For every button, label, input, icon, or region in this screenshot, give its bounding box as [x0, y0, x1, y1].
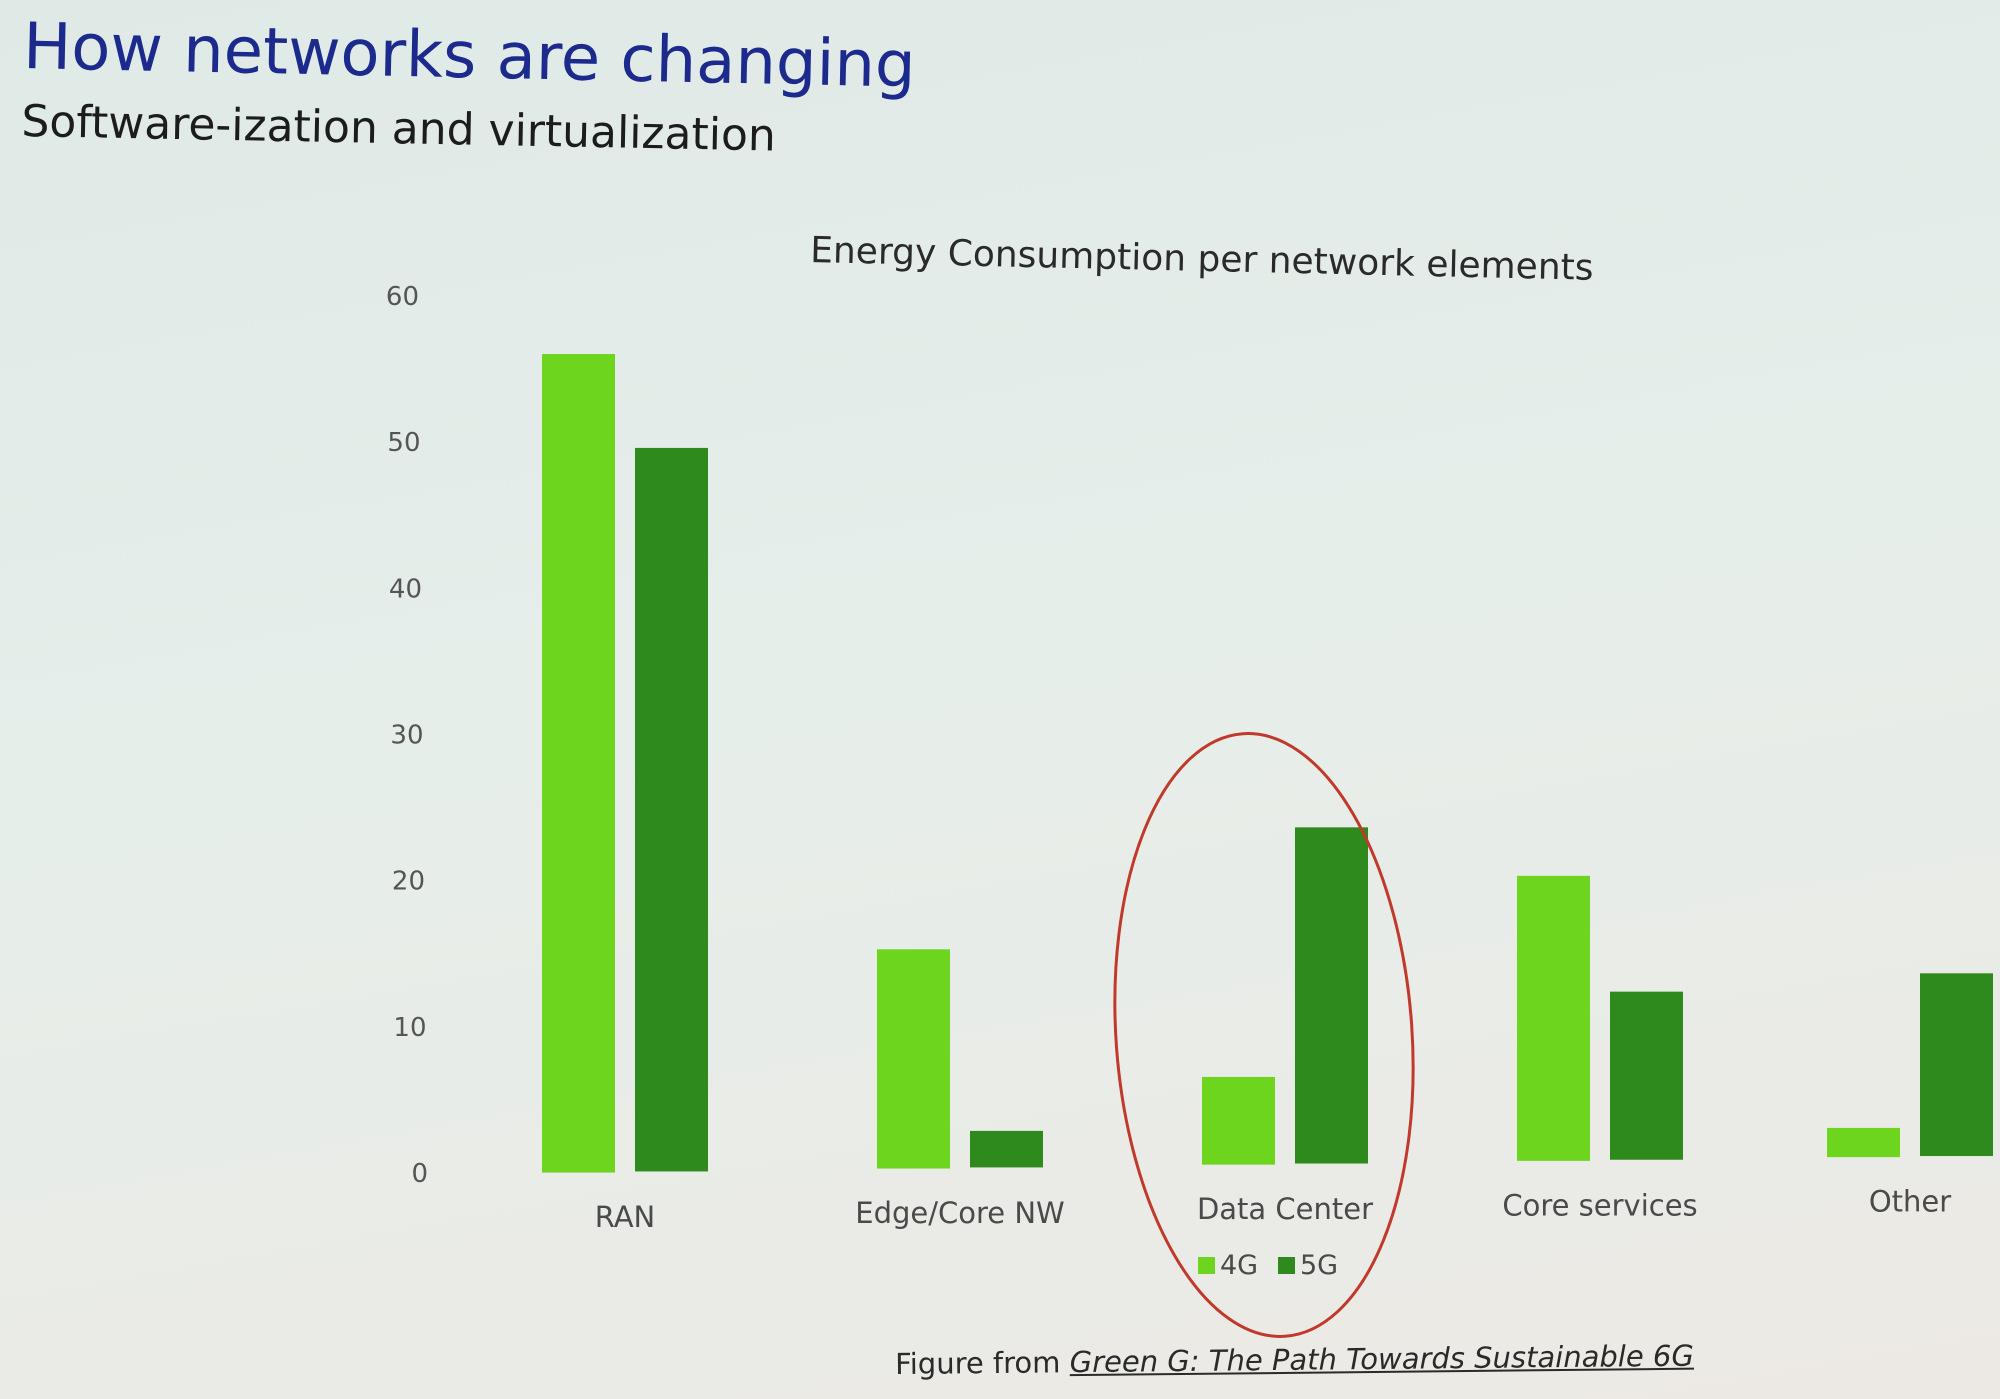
category-labels: RAN Edge/Core NW Data Center Core services O…: [595, 1185, 1952, 1234]
caption-prefix: Figure from: [895, 1345, 1070, 1381]
x-category-label: Other: [1869, 1185, 1951, 1219]
legend-label-5g: 5G: [1300, 1250, 1338, 1281]
bar-4g-ran: [542, 354, 615, 1173]
y-tick-label: 60: [386, 282, 419, 312]
y-tick-label: 0: [411, 1159, 428, 1189]
chart-title: Energy Consumption per network elements: [810, 230, 1594, 289]
x-category-label: Data Center: [1197, 1192, 1373, 1226]
x-category-label: RAN: [595, 1200, 656, 1234]
legend-label-4g: 4G: [1220, 1250, 1258, 1281]
legend: 4G 5G: [1198, 1250, 1338, 1281]
y-axis: 0 10 20 30 40 50 60: [386, 282, 428, 1189]
x-category-label: Edge/Core NW: [855, 1196, 1064, 1230]
legend-swatch-4g: [1198, 1257, 1215, 1274]
bar-4g-edge-core-nw: [877, 949, 950, 1169]
y-tick-label: 10: [393, 1013, 426, 1043]
bar-5g-edge-core-nw: [970, 1130, 1043, 1168]
bar-4g-other: [1827, 1127, 1900, 1158]
y-tick-label: 50: [387, 428, 420, 458]
caption-reference-link[interactable]: Green G: The Path Towards Sustainable 6G: [1069, 1338, 1695, 1380]
y-tick-label: 40: [389, 574, 422, 604]
legend-swatch-5g: [1278, 1257, 1295, 1274]
bar-5g-core-services: [1610, 991, 1683, 1160]
bar-5g-other: [1920, 973, 1993, 1157]
y-tick-label: 30: [390, 721, 423, 751]
bars-group: [542, 354, 1993, 1173]
bar-4g-core-services: [1517, 875, 1590, 1161]
bar-5g-ran: [635, 447, 708, 1172]
bar-5g-data-center: [1295, 827, 1368, 1164]
data-center-highlight-ellipse: [1113, 732, 1415, 1338]
y-tick-label: 20: [392, 867, 425, 897]
x-category-label: Core services: [1502, 1188, 1697, 1222]
bar-4g-data-center: [1202, 1076, 1275, 1165]
